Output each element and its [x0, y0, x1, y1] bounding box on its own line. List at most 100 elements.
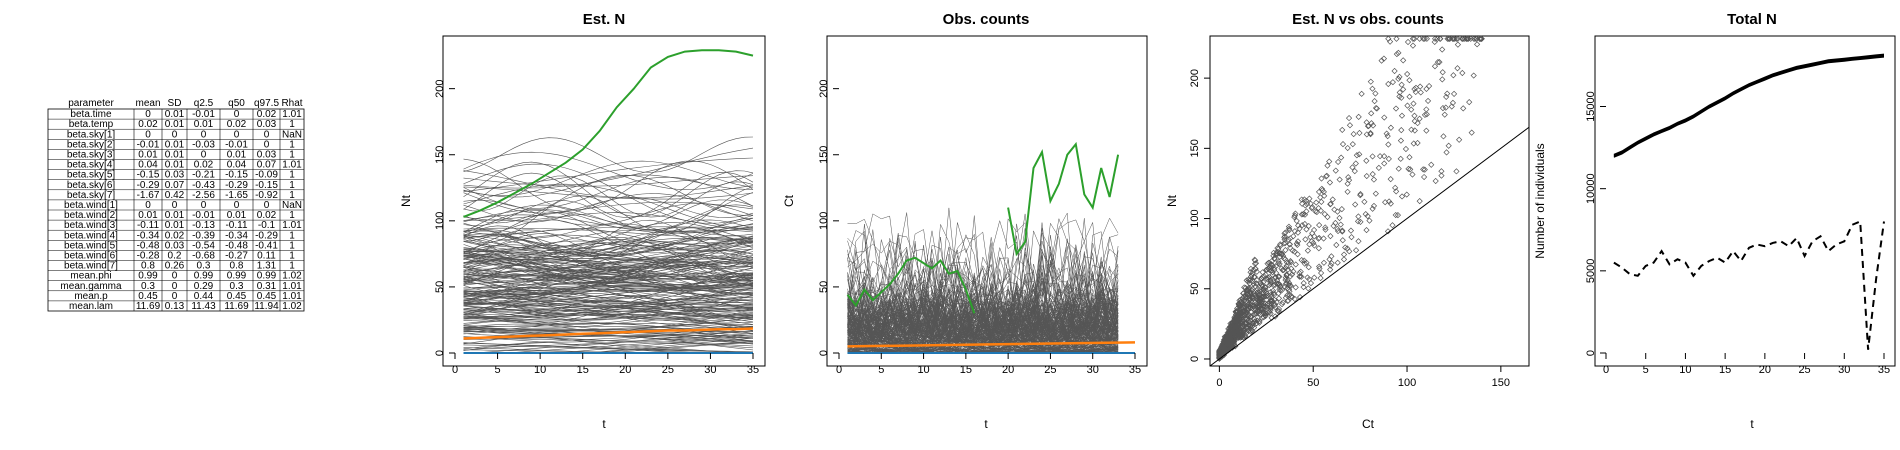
table-cell: -1.67	[137, 190, 160, 201]
scatter-point	[1416, 198, 1423, 205]
scatter-point	[1235, 332, 1242, 339]
scatter-point	[1393, 50, 1400, 58]
est-n-trajectory	[463, 285, 754, 312]
scatter-point	[1410, 100, 1417, 107]
x-tick-label: 15	[577, 364, 589, 376]
scatter-point	[1423, 85, 1430, 93]
scatter-point	[1443, 149, 1450, 156]
table-cell: beta.wind[4]	[64, 230, 118, 241]
table-cell: 0	[234, 129, 240, 140]
x-tick-label: 0	[452, 364, 458, 376]
scatter-point	[1231, 327, 1238, 334]
est-n-green-series	[463, 49, 754, 218]
scatter-point	[1280, 240, 1288, 247]
scatter-point	[1355, 213, 1362, 220]
scatter-point	[1404, 70, 1411, 78]
scatter-point	[1237, 296, 1244, 303]
panel1-ylabel: Nt	[399, 194, 413, 207]
scatter-point	[1301, 260, 1308, 267]
panel-obs-counts: Obs. counts 0 5 10 15 20 25 30 35 050100150200 …	[782, 11, 1148, 431]
scatter-point	[1404, 38, 1412, 46]
table-cell: -0.01	[192, 109, 215, 120]
table-cell: -0.11	[137, 220, 159, 231]
est-n-trajectory	[463, 286, 754, 293]
scatter-point	[1344, 180, 1351, 187]
scatter-point	[1318, 185, 1325, 192]
scatter-point	[1245, 313, 1252, 320]
est-n-trajectory	[463, 200, 754, 231]
scatter-point	[1414, 139, 1421, 147]
est-n-trajectory	[463, 183, 754, 231]
y-tick-label: 10000	[1585, 173, 1597, 204]
scatter-point	[1316, 221, 1323, 229]
scatter-point	[1460, 105, 1467, 112]
scatter-point	[1474, 41, 1481, 48]
scatter-point	[1432, 35, 1439, 42]
scatter-point	[1267, 279, 1275, 286]
scatter-point	[1249, 286, 1256, 293]
scatter-point	[1328, 253, 1335, 260]
y-tick-label: 100	[434, 212, 446, 230]
scatter-point	[1352, 201, 1359, 208]
scatter-point	[1260, 287, 1267, 294]
table-cell: 1	[289, 210, 295, 221]
obs-count-trajectory	[847, 288, 1119, 342]
x-tick-label: 30	[1087, 364, 1099, 376]
scatter-point	[1451, 35, 1458, 42]
scatter-point	[1450, 72, 1457, 79]
panel-total-n: Total N 0 5 10 15 20 25 30 35 0 5000 10000 15000 t…	[1533, 11, 1896, 431]
obs-count-trajectory	[847, 298, 1119, 350]
table-cell: 0.07	[257, 160, 277, 171]
obs-count-trajectory	[847, 293, 1119, 342]
scatter-point	[1271, 291, 1278, 298]
scatter-point	[1224, 343, 1231, 350]
scatter-point	[1441, 111, 1448, 118]
scatter-point	[1295, 222, 1302, 229]
y-tick-label: 15000	[1585, 91, 1597, 122]
scatter-point	[1236, 316, 1243, 323]
scatter-point	[1296, 294, 1304, 301]
scatter-point	[1453, 168, 1460, 175]
scatter-point	[1300, 280, 1307, 287]
panel2-highlight-series	[846, 141, 1136, 354]
y-tick-label: 5000	[1585, 259, 1597, 283]
scatter-point	[1423, 127, 1430, 134]
scatter-point	[1406, 77, 1413, 84]
x-tick-label: 30	[704, 364, 716, 376]
x-tick-label: 50	[1307, 377, 1319, 389]
scatter-point	[1275, 290, 1282, 297]
scatter-point	[1423, 106, 1430, 113]
scatter-point	[1284, 292, 1291, 299]
table-cell: -0.01	[137, 139, 160, 150]
scatter-point	[1339, 126, 1346, 134]
scatter-point	[1252, 265, 1259, 273]
table-cell: 0.07	[165, 180, 185, 191]
table-cell: 0.45	[138, 291, 158, 302]
scatter-point	[1285, 223, 1293, 230]
scatter-point	[1308, 205, 1315, 212]
table-cell: 0.03	[165, 240, 185, 251]
table-cell: beta.sky[6]	[67, 180, 116, 191]
scatter-point	[1248, 302, 1255, 309]
table-cell: beta.sky[4]	[67, 160, 116, 171]
panel1-highlight-series	[463, 49, 754, 354]
scatter-point	[1260, 309, 1267, 316]
table-cell: 0.01	[194, 119, 214, 130]
x-tick-label: 10	[1679, 364, 1691, 376]
scatter-point	[1235, 320, 1242, 327]
scatter-point	[1291, 228, 1298, 235]
table-cell: beta.sky[7]	[67, 190, 116, 201]
scatter-point	[1266, 274, 1273, 281]
y-tick-label: 50	[818, 281, 830, 293]
scatter-point	[1421, 111, 1429, 119]
scatter-point	[1434, 59, 1442, 66]
est-n-orange-series	[463, 327, 754, 340]
scatter-point	[1239, 308, 1246, 315]
table-cell: 0.26	[165, 261, 185, 272]
scatter-point	[1402, 145, 1410, 153]
x-tick-label: 35	[1878, 364, 1890, 376]
scatter-point	[1256, 303, 1263, 310]
est-n-trajectory	[463, 252, 754, 276]
scatter-point	[1380, 55, 1388, 62]
scatter-point	[1453, 35, 1460, 42]
